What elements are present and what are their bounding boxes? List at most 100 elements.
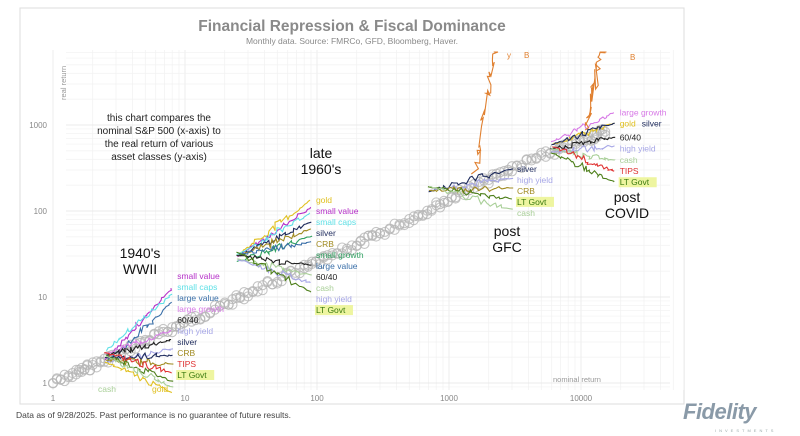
x-tick-label: 1	[51, 394, 56, 403]
sp500-point	[346, 240, 357, 251]
series-label-b: B	[630, 53, 635, 62]
sp500-point	[257, 285, 268, 296]
series-label: 60/40	[316, 272, 338, 282]
note-line: this chart compares the	[107, 113, 211, 124]
series-label: gold	[152, 384, 168, 394]
sp500-point	[252, 286, 263, 297]
series-label: gold	[620, 118, 636, 128]
series-label: large value	[177, 293, 219, 303]
y-axis-label: real return	[59, 66, 68, 100]
fidelity-logo-sub: INVESTMENTS	[715, 428, 777, 433]
episode-label: WWII	[123, 261, 157, 277]
sp500-point	[359, 238, 370, 249]
sp500-point	[209, 300, 221, 311]
sp500-point	[394, 219, 405, 230]
series-label: high yield	[177, 326, 213, 336]
sp500-point	[389, 218, 400, 229]
label-highlight	[176, 370, 215, 380]
episode-label: post	[494, 223, 521, 239]
sp500-point	[516, 162, 527, 173]
sp500-point	[276, 276, 287, 287]
series-label: silver	[316, 228, 336, 238]
series-line-small-caps	[236, 212, 311, 256]
series-label: small caps	[177, 282, 217, 292]
series-label: large growth	[177, 304, 224, 314]
sp500-point	[327, 250, 338, 261]
sp500-point	[267, 279, 278, 290]
sp500-point	[495, 171, 506, 182]
sp500-point	[582, 134, 593, 145]
series-label: CRB	[517, 186, 535, 196]
x-tick-label: 1000	[440, 394, 458, 403]
series-line-lt-govt	[236, 251, 312, 293]
sp500-point	[511, 160, 522, 172]
axis-ticks: 1 10 100 1000 10000 1 10 100 1000	[29, 121, 592, 403]
series-label: large value	[316, 261, 358, 271]
disclaimer: Data as of 9/28/2025. Past performance i…	[16, 410, 291, 420]
label-highlight	[618, 177, 657, 188]
note-line: nominal S&P 500 (x-axis) to	[97, 126, 221, 137]
x-tick-label: 10000	[570, 394, 593, 403]
series-label: CRB	[177, 348, 195, 358]
x-axis-label: nominal return	[553, 375, 601, 384]
series-line-lt-govt	[105, 354, 174, 382]
series-label: LT Govt	[177, 370, 207, 380]
chart-note: this chart compares the nominal S&P 500 …	[97, 113, 221, 163]
sp500-point	[327, 247, 338, 259]
note-line: the real return of various	[105, 139, 213, 150]
sp500-point	[242, 288, 254, 299]
series-line-cash	[105, 355, 174, 388]
sp500-point	[82, 359, 93, 370]
series-label: CRB	[316, 239, 334, 249]
series-label: cash	[517, 208, 535, 218]
label-highlight	[515, 196, 554, 207]
series-label: cash	[316, 283, 334, 293]
series-label: cash	[620, 155, 638, 165]
note-line: asset classes (y-axis)	[111, 152, 207, 163]
series-line-60-40	[550, 136, 616, 150]
sp500-point	[51, 374, 62, 385]
series-label: high yield	[316, 294, 352, 304]
series-line-b	[470, 51, 499, 175]
series-label: gold	[316, 195, 332, 205]
sp500-point	[600, 126, 611, 137]
sp500-point	[422, 205, 433, 216]
series-line-crb	[237, 228, 312, 257]
y-tick-label: 1000	[29, 121, 47, 130]
series-line-lt-govt	[427, 186, 513, 200]
series-line-gold	[104, 361, 173, 394]
fidelity-logo: Fidelity	[683, 399, 757, 424]
series-line-cash	[428, 185, 513, 210]
series-line-silver	[551, 122, 615, 146]
series-label-b: B	[524, 51, 529, 60]
sp500-point	[526, 153, 537, 164]
sp500-point	[262, 277, 273, 288]
series-lines	[104, 51, 616, 394]
series-label: small value	[316, 206, 359, 216]
series-label: silver	[517, 164, 537, 174]
series-label: cash	[98, 384, 116, 394]
series-label: silver	[642, 118, 662, 128]
episode-label: 1940's	[120, 245, 161, 261]
series-line-lt-govt	[550, 152, 615, 183]
series-label: 60/40	[620, 132, 642, 142]
sp500-point	[464, 181, 475, 192]
sp500-point	[205, 307, 216, 318]
label-highlight	[314, 305, 353, 316]
series-label: small value	[177, 271, 220, 281]
series-label: 60/40	[177, 315, 199, 325]
series-label: high yield	[517, 175, 553, 185]
series-line-crb	[429, 185, 514, 195]
series-line-tips	[104, 352, 172, 374]
series-line-small-caps	[105, 293, 173, 352]
series-label: TIPS	[620, 166, 639, 176]
sp500-point	[506, 161, 518, 172]
chart-frame	[19, 7, 685, 405]
series-line-60-40	[105, 339, 172, 356]
series-label: silver	[177, 337, 197, 347]
y-tick-label: 100	[34, 207, 48, 216]
series-line-gold	[236, 199, 311, 256]
series-line-b	[584, 51, 607, 131]
sp500-point	[231, 292, 242, 304]
